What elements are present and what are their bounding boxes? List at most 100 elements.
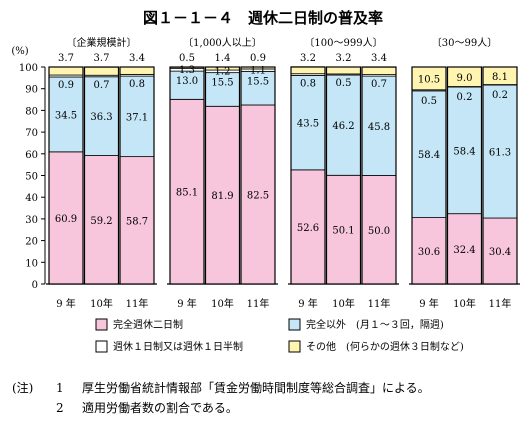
legend-swatch: [95, 340, 108, 353]
footnote-number: 2: [56, 401, 64, 415]
data-label: 0.7: [94, 80, 110, 91]
data-label: 0.7: [371, 79, 387, 90]
data-label: 46.2: [332, 121, 354, 132]
footnote-prefix: (注): [12, 381, 34, 395]
data-label: 43.5: [297, 119, 319, 130]
bar-outline: [169, 66, 205, 285]
data-label: 0.2: [457, 92, 473, 103]
bar-outline: [83, 66, 120, 285]
data-label: 0.5: [421, 96, 437, 107]
bar-segment-complete: [169, 98, 205, 285]
group-label: 〔企業規模計〕: [67, 36, 137, 49]
bar-segment-complete: [447, 213, 482, 285]
legend-swatch: [288, 318, 301, 331]
data-label: 82.5: [247, 190, 269, 201]
bar-segment-other: [361, 66, 397, 75]
x-tick-label: 9 年: [56, 297, 76, 310]
bar-segment-complete: [240, 104, 276, 285]
bar-segment-other-than-complete: [169, 70, 205, 100]
y-axis-unit: (%): [11, 46, 28, 57]
data-label: 1.4: [215, 53, 231, 64]
bar-outline: [446, 66, 483, 285]
x-tick-label: 10年: [332, 297, 355, 310]
bar-segment-other: [119, 66, 155, 75]
bar-outline: [204, 66, 241, 285]
legend-swatch: [95, 318, 108, 331]
data-label: 3.7: [58, 53, 74, 64]
legend-label: 完全以外 (月１～３回，隔週): [306, 318, 444, 331]
bar-segment-complete: [205, 105, 240, 285]
x-tick-label: 10年: [211, 297, 234, 310]
data-label: 85.1: [176, 188, 198, 199]
y-tick-label: 40: [25, 193, 38, 204]
bar-segment-other: [84, 66, 119, 76]
data-label: 32.4: [453, 245, 475, 256]
bar-segment-other-than-complete: [119, 75, 155, 158]
y-tick-label: 10: [25, 258, 38, 269]
chart: 図１－１－４ 週休二日制の普及率 0 10 20 30 40 50 60 70 80 90 100 (%…: [11, 9, 520, 353]
bar-segment-complete: [326, 174, 361, 285]
bar-outline: [240, 66, 276, 285]
data-label: 37.1: [126, 112, 148, 123]
bar-outline: [48, 66, 84, 285]
data-label: 50.0: [368, 226, 390, 237]
footnote-text: 厚生労働省統計情報部「賃金労働時間制度等総合調査」による。: [82, 381, 430, 395]
data-label: 52.6: [297, 223, 319, 234]
x-tick-label: 9 年: [177, 297, 197, 310]
y-tick-label: 60: [25, 150, 38, 161]
bar-outline: [290, 66, 326, 285]
data-label: 8.1: [492, 72, 508, 83]
bar-segment-other: [326, 66, 361, 75]
data-label: 36.3: [90, 112, 112, 123]
y-tick-label: 70: [25, 128, 38, 139]
footnote-number: 1: [56, 381, 64, 395]
data-label: 0.5: [179, 53, 195, 64]
legend-swatch: [288, 340, 301, 353]
data-label: 3.4: [129, 53, 145, 64]
x-tick-label: 11年: [247, 297, 270, 310]
bar-segment-other: [48, 66, 84, 76]
bar-segment-other-than-complete: [290, 75, 326, 171]
data-label: 1.2: [215, 67, 231, 78]
y-tick-label: 30: [25, 215, 38, 226]
data-label: 0.8: [129, 79, 145, 90]
bar-segment-other: [290, 66, 326, 75]
data-label: 58.4: [453, 146, 475, 157]
data-label: 0.9: [250, 53, 266, 64]
data-label: 61.3: [489, 148, 511, 159]
footnote-1: (注) 1 厚生労働省統計情報部「賃金労働時間制度等総合調査」による。: [12, 378, 430, 398]
bar-outline: [119, 66, 155, 285]
group-label: 〔1,000人以上〕: [183, 37, 262, 49]
bar-outline: [482, 66, 518, 285]
y-tick-label: 80: [25, 106, 38, 117]
data-label: 30.6: [418, 247, 440, 258]
data-label: 60.9: [55, 214, 77, 225]
data-label: 9.0: [457, 73, 473, 84]
y-tick-label: 20: [25, 237, 38, 248]
data-label: 0.8: [300, 78, 316, 89]
footnote-text: 適用労働者数の割合である。: [82, 401, 238, 415]
chart-title: 図１－１－４ 週休二日制の普及率: [143, 9, 383, 27]
x-tick-label: 9 年: [419, 297, 439, 310]
bar-segment-complete: [48, 151, 84, 285]
footnotes: (注) 1 厚生労働省統計情報部「賃金労働時間制度等総合調査」による。 2 適用労働者…: [12, 378, 430, 418]
data-label: 3.7: [94, 53, 110, 64]
y-tick-label: 100: [19, 63, 38, 74]
bar-outline: [411, 66, 447, 285]
legend-label: その他 (何らかの週休３日制など): [306, 340, 464, 353]
group-label: 〔100～999人〕: [304, 37, 382, 49]
legend-label: 完全週休二日制: [113, 318, 183, 331]
x-tick-label: 11年: [368, 297, 391, 310]
x-tick-label: 11年: [489, 297, 512, 310]
x-tick-label: 10年: [453, 297, 476, 310]
y-tick-label: 90: [25, 85, 38, 96]
data-label: 58.7: [126, 216, 148, 227]
bar-segment-complete: [361, 175, 397, 285]
y-tick-label: 0: [32, 280, 38, 291]
data-label: 1.1: [250, 65, 266, 76]
data-label: 0.2: [492, 90, 508, 101]
bar-outline: [361, 66, 397, 285]
legend-label: 週休１日制又は週休１日半制: [113, 340, 243, 353]
bar-segment-other-than-complete: [361, 75, 397, 176]
data-label: 30.4: [489, 247, 511, 258]
